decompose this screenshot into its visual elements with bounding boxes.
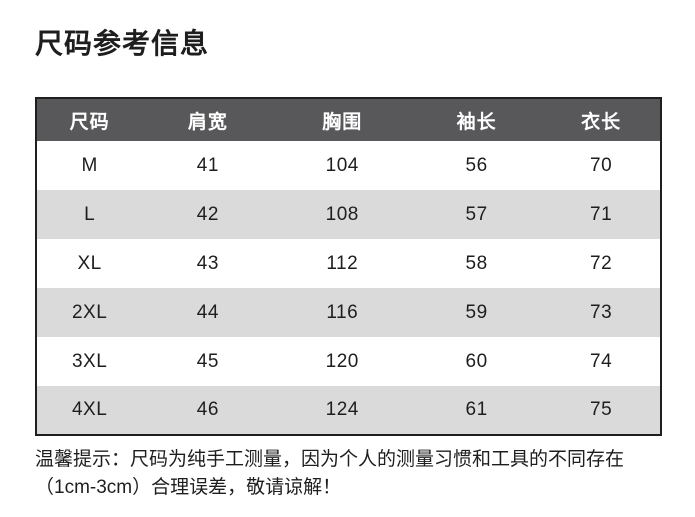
table-cell: 70: [590, 154, 613, 176]
col-header-chest: 胸围: [273, 98, 411, 141]
col-header-shoulder: 肩宽: [142, 98, 274, 141]
table-cell: 104: [325, 154, 359, 176]
table-cell: 116: [326, 301, 359, 323]
table-cell-size: 2XL: [71, 301, 108, 323]
col-header-size: 尺码: [36, 98, 143, 141]
table-row: L 42 108 57 71: [36, 190, 661, 239]
table-cell: 73: [590, 301, 613, 323]
table-cell-size: 4XL: [71, 399, 108, 420]
table-row: XL 43 112 58 72: [36, 239, 661, 288]
table-cell: 61: [465, 399, 488, 420]
note-line-1: 温馨提示：尺码为纯手工测量，因为个人的测量习惯和工具的不同存在: [35, 449, 625, 470]
table-cell: 124: [325, 399, 359, 420]
table-cell: 71: [590, 203, 613, 225]
table-cell: 59: [465, 301, 488, 323]
page-title: 尺码参考信息: [35, 28, 210, 59]
note-line-2: （1cm-3cm）合理误差，敬请谅解！: [35, 477, 342, 498]
table-cell: 120: [325, 350, 359, 372]
table-cell: 112: [326, 252, 359, 274]
table-cell: 58: [465, 252, 488, 274]
table-row: 2XL 44 116 59 73: [36, 288, 661, 337]
table-cell: 41: [196, 154, 219, 176]
table-cell: 56: [465, 154, 488, 176]
table-row: 4XL 46 124 61 75: [36, 386, 661, 435]
table-cell-size: M: [81, 154, 98, 176]
table-cell: 44: [196, 301, 219, 323]
table-cell-size: 3XL: [71, 350, 108, 372]
table-cell: 72: [590, 252, 613, 274]
table-cell: 46: [196, 399, 219, 420]
table-row: M 41 104 56 70: [36, 141, 661, 190]
col-header-sleeve: 袖长: [411, 98, 543, 141]
col-header-length: 衣长: [542, 98, 661, 141]
table-cell-size: XL: [77, 252, 102, 274]
table-cell: 108: [325, 203, 359, 225]
table-cell-size: L: [84, 203, 96, 225]
table-header-row: 尺码 肩宽 胸围 袖长 衣长: [36, 98, 661, 141]
table-cell: 74: [590, 350, 613, 372]
table-cell: 75: [590, 399, 613, 420]
table-cell: 57: [465, 203, 488, 225]
measurement-note: 温馨提示：尺码为纯手工测量，因为个人的测量习惯和工具的不同存在 （1cm-3cm…: [35, 446, 667, 502]
table-cell: 45: [196, 350, 219, 372]
table-row: 3XL 45 120 60 74: [36, 337, 661, 386]
table-cell: 42: [196, 203, 219, 225]
table-cell: 60: [465, 350, 488, 372]
size-table: 尺码 肩宽 胸围 袖长 衣长 M 41 104 56 70 L 42 108 5…: [35, 97, 662, 436]
table-cell: 43: [196, 252, 219, 274]
